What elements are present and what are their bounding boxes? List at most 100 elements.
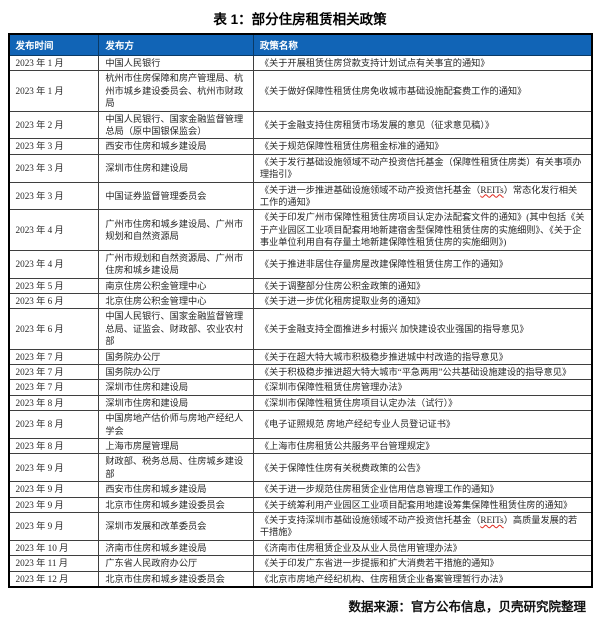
table-row: 2023 年 9 月西安市住房和城乡建设局 《关于进一步规范住房租赁企业信用信息管… <box>7 481 593 498</box>
spellcheck-underline: REITs <box>480 515 504 525</box>
cell-policy: 《深圳市保障性租赁住房项目认定办法（试行）》 <box>252 394 593 412</box>
cell-policy: 《关于做好保障性租赁住房免收城市基础设施配套费工作的通知》 <box>252 70 593 112</box>
table-row: 2023 年 4 月广州市规划和自然资源局、广州市住房和城乡建设局 《关于推进非居… <box>7 249 593 279</box>
cell-policy: 《关于进一步推进基础设施领域不动产投资信托基金（REITs）常态化发行相关工作的… <box>252 181 593 211</box>
cell-policy: 《关于统筹利用产业园区工业项目配套用地建设筹集保障性租赁住房的通知》 <box>252 496 593 514</box>
table-row: 2023 年 10 月济南市住房和城乡建设局 《济南市住房租赁企业及从业人员信用管… <box>7 539 593 557</box>
cell-date: 2023 年 8 月 <box>7 410 100 439</box>
cell-publisher: 北京市住房和城乡建设委员会 <box>98 496 254 514</box>
cell-publisher: 财政部、税务总局、住房城乡建设部 <box>98 453 254 483</box>
cell-policy: 《关于开展租赁住房贷款支持计划试点有关事宜的通知》 <box>252 54 593 72</box>
cell-policy: 《深圳市保障性租赁住房管理办法》 <box>252 379 593 396</box>
cell-date: 2023 年 2 月 <box>7 110 100 140</box>
cell-policy: 《关于进一步优化租房提取业务的通知》 <box>252 292 593 310</box>
cell-policy: 《关于金融支持住房租赁市场发展的意见（征求意见稿）》 <box>252 110 593 140</box>
table-row: 2023 年 6 月中国人民银行、国家金融监督管理总局、证监会、财政部、农业农村… <box>7 308 593 350</box>
cell-policy: 《关于调整部分住房公积金政策的通知》 <box>252 277 593 294</box>
table-row: 2023 年 3 月西安市住房和城乡建设局 《关于规范保障性租赁住房租金标准的通知… <box>7 138 593 155</box>
table-row: 2023 年 9 月财政部、税务总局、住房城乡建设部 《关于保障性住房有关税费政策… <box>7 453 593 483</box>
table-row: 2023 年 3 月深圳市住房和建设局 《关于发行基础设施领域不动产投资信托基金（… <box>7 153 593 183</box>
cell-date: 2023 年 12 月 <box>7 570 100 588</box>
cell-policy: 《济南市住房租赁企业及从业人员信用管理办法》 <box>252 539 593 557</box>
cell-policy: 《关于支持深圳市基础设施领域不动产投资信托基金（REITs）高质量发展的若干措施… <box>252 512 593 541</box>
cell-publisher: 广州市规划和自然资源局、广州市住房和城乡建设局 <box>98 249 254 279</box>
cell-date: 2023 年 8 月 <box>7 394 100 412</box>
cell-policy: 《关于发行基础设施领域不动产投资信托基金（保障性租赁住房类）有关事项办理指引》 <box>252 153 593 183</box>
cell-date: 2023 年 9 月 <box>7 481 100 498</box>
cell-date: 2023 年 11 月 <box>7 555 100 572</box>
table-body: 2023 年 1 月中国人民银行 《关于开展租赁住房贷款支持计划试点有关事宜的通知… <box>7 54 593 588</box>
cell-date: 2023 年 4 月 <box>7 209 100 251</box>
cell-publisher: 南京住房公积金管理中心 <box>98 277 254 294</box>
table-row: 2023 年 2 月中国人民银行、国家金融监督管理总局（原中国银保监会） 《关于金… <box>7 110 593 140</box>
table-header: 发布时间 发布方 政策名称 <box>7 33 593 56</box>
table-row: 2023 年 8 月中国房地产估价师与房地产经纪人学会 《电子证照规范 房地产经纪… <box>7 410 593 439</box>
page-title: 表 1：部分住房租赁相关政策 <box>213 12 387 27</box>
cell-publisher: 深圳市住房和建设局 <box>98 153 254 183</box>
table-row: 2023 年 7 月国务院办公厅 《关于积极稳步推进超大特大城市“平急两用”公共基… <box>7 363 593 381</box>
cell-policy: 《关于推进非居住存量房屋改建保障性租赁住房工作的通知》 <box>252 249 593 279</box>
cell-date: 2023 年 1 月 <box>7 54 100 72</box>
cell-publisher: 中国人民银行 <box>98 54 254 72</box>
cell-date: 2023 年 6 月 <box>7 308 100 350</box>
cell-date: 2023 年 7 月 <box>7 363 100 381</box>
cell-publisher: 深圳市发展和改革委员会 <box>98 512 254 541</box>
table-row: 2023 年 7 月国务院办公厅 《关于在超大特大城市积极稳步推进城中村改造的指导… <box>7 348 593 365</box>
header-row: 发布时间 发布方 政策名称 <box>7 33 593 56</box>
policy-table: 发布时间 发布方 政策名称 2023 年 1 月中国人民银行 《关于开展租赁住房贷款支… <box>7 33 593 589</box>
cell-date: 2023 年 9 月 <box>7 453 100 483</box>
cell-date: 2023 年 3 月 <box>7 181 100 211</box>
cell-publisher: 北京住房公积金管理中心 <box>98 292 254 310</box>
cell-date: 2023 年 6 月 <box>7 292 100 310</box>
cell-date: 2023 年 7 月 <box>7 379 100 396</box>
cell-publisher: 中国人民银行、国家金融监督管理总局、证监会、财政部、农业农村部 <box>98 308 254 350</box>
table-row: 2023 年 1 月杭州市住房保障和房产管理局、杭州市城乡建设委员会、杭州市财政… <box>7 70 593 112</box>
cell-date: 2023 年 1 月 <box>7 70 100 112</box>
cell-publisher: 西安市住房和城乡建设局 <box>98 138 254 155</box>
cell-publisher: 中国证券监督管理委员会 <box>98 181 254 211</box>
cell-date: 2023 年 3 月 <box>7 153 100 183</box>
cell-date: 2023 年 9 月 <box>7 496 100 514</box>
cell-date: 2023 年 9 月 <box>7 512 100 541</box>
cell-date: 2023 年 10 月 <box>7 539 100 557</box>
cell-publisher: 济南市住房和城乡建设局 <box>98 539 254 557</box>
table-row: 2023 年 8 月上海市房屋管理局 《上海市住房租赁公共服务平台管理规定》 <box>7 437 593 455</box>
cell-publisher: 杭州市住房保障和房产管理局、杭州市城乡建设委员会、杭州市财政局 <box>98 70 254 112</box>
cell-policy: 《关于规范保障性租赁住房租金标准的通知》 <box>252 138 593 155</box>
table-row: 2023 年 5 月南京住房公积金管理中心 《关于调整部分住房公积金政策的通知》 <box>7 277 593 294</box>
table-row: 2023 年 3 月中国证券监督管理委员会 《关于进一步推进基础设施领域不动产投资… <box>7 181 593 211</box>
cell-policy: 《北京市房地产经纪机构、住房租赁企业备案管理暂行办法》 <box>252 570 593 588</box>
column-header-2: 政策名称 <box>252 33 593 56</box>
table-row: 2023 年 6 月北京住房公积金管理中心 《关于进一步优化租房提取业务的通知》 <box>7 292 593 310</box>
cell-policy: 《关于保障性住房有关税费政策的公告》 <box>252 453 593 483</box>
cell-publisher: 中国人民银行、国家金融监督管理总局（原中国银保监会） <box>98 110 254 140</box>
cell-policy: 《关于进一步规范住房租赁企业信用信息管理工作的通知》 <box>252 481 593 498</box>
cell-date: 2023 年 4 月 <box>7 249 100 279</box>
cell-publisher: 中国房地产估价师与房地产经纪人学会 <box>98 410 254 439</box>
cell-policy: 《关于印发广东省进一步提振和扩大消费若干措施的通知》 <box>252 555 593 572</box>
column-header-1: 发布方 <box>98 33 254 56</box>
cell-date: 2023 年 8 月 <box>7 437 100 455</box>
table-row: 2023 年 7 月深圳市住房和建设局 《深圳市保障性租赁住房管理办法》 <box>7 379 593 396</box>
cell-publisher: 北京市住房和城乡建设委员会 <box>98 570 254 588</box>
table-row: 2023 年 9 月深圳市发展和改革委员会 《关于支持深圳市基础设施领域不动产投资… <box>7 512 593 541</box>
cell-publisher: 广东省人民政府办公厅 <box>98 555 254 572</box>
cell-publisher: 广州市住房和城乡建设局、广州市规划和自然资源局 <box>98 209 254 251</box>
spellcheck-underline: REITs <box>480 184 504 195</box>
cell-date: 2023 年 7 月 <box>7 348 100 365</box>
cell-policy: 《关于印发广州市保障性租赁住房项目认定办法配套文件的通知》(其中包括《关于产业园… <box>252 209 593 251</box>
cell-date: 2023 年 3 月 <box>7 138 100 155</box>
cell-policy: 《关于金融支持全面推进乡村振兴 加快建设农业强国的指导意见》 <box>252 308 593 350</box>
data-source: 数据来源：官方公布信息，贝壳研究院整理 <box>348 600 586 615</box>
cell-publisher: 国务院办公厅 <box>98 348 254 365</box>
column-header-0: 发布时间 <box>7 33 100 56</box>
cell-policy: 《关于在超大特大城市积极稳步推进城中村改造的指导意见》 <box>252 348 593 365</box>
cell-publisher: 深圳市住房和建设局 <box>98 379 254 396</box>
cell-publisher: 深圳市住房和建设局 <box>98 394 254 412</box>
cell-date: 2023 年 5 月 <box>7 277 100 294</box>
table-row: 2023 年 8 月深圳市住房和建设局 《深圳市保障性租赁住房项目认定办法（试行）… <box>7 394 593 412</box>
table-row: 2023 年 9 月北京市住房和城乡建设委员会 《关于统筹利用产业园区工业项目配套… <box>7 496 593 514</box>
cell-publisher: 国务院办公厅 <box>98 363 254 381</box>
cell-publisher: 西安市住房和城乡建设局 <box>98 481 254 498</box>
